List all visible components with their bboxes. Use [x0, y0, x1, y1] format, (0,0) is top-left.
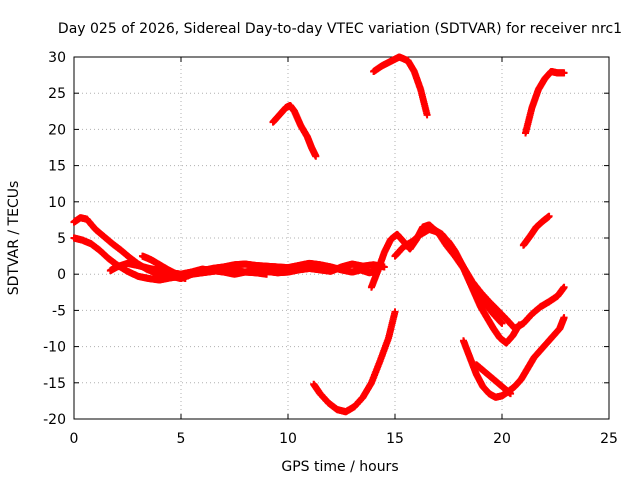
x-tick-label: 25: [600, 431, 618, 447]
y-tick-label: 5: [57, 231, 66, 247]
series-arc-5: [269, 102, 320, 160]
data-point: [391, 308, 399, 316]
series-arc-4: [138, 252, 189, 283]
x-tick-label: 0: [70, 431, 79, 447]
data-point: [560, 314, 568, 322]
data-point: [545, 212, 553, 220]
y-tick-label: -20: [43, 412, 66, 428]
series-arc-10: [430, 225, 506, 327]
data-point: [507, 390, 515, 398]
data-point: [560, 283, 568, 291]
x-axis-label: GPS time / hours: [281, 459, 398, 475]
y-axis-label: SDTVAR / TECUs: [6, 181, 22, 296]
x-tick-label: 20: [493, 431, 511, 447]
x-tick-label: 15: [386, 431, 404, 447]
y-tick-label: 25: [48, 86, 66, 102]
series-arc-13: [522, 67, 568, 137]
x-tick-label: 10: [279, 431, 297, 447]
series-arc-14: [519, 212, 553, 249]
data-point: [560, 69, 568, 77]
series-arc-7: [310, 308, 399, 416]
series-arc-11: [459, 314, 568, 401]
y-tick-label: 15: [48, 159, 66, 175]
axis-ticks: 0 5 10 15 20 25 -20 -15 -10 -5 0 5 10 15 20 25 30: [43, 50, 618, 447]
data-point: [312, 152, 320, 160]
data-points: [70, 53, 568, 416]
y-tick-label: -5: [52, 303, 66, 319]
data-point: [423, 111, 431, 119]
y-tick-label: -10: [43, 340, 66, 356]
series-arc-12: [472, 361, 515, 398]
chart-title: Day 025 of 2026, Sidereal Day-to-day VTE…: [58, 21, 622, 37]
y-tick-label: 20: [48, 122, 66, 138]
x-tick-label: 5: [177, 431, 186, 447]
y-tick-label: 10: [48, 195, 66, 211]
y-tick-label: 0: [57, 267, 66, 283]
y-tick-label: -15: [43, 376, 66, 392]
data-point: [498, 319, 506, 327]
series-arc-6: [370, 53, 431, 119]
series-arc-3: [106, 259, 388, 278]
data-point: [181, 275, 189, 283]
y-tick-label: 30: [48, 50, 66, 66]
